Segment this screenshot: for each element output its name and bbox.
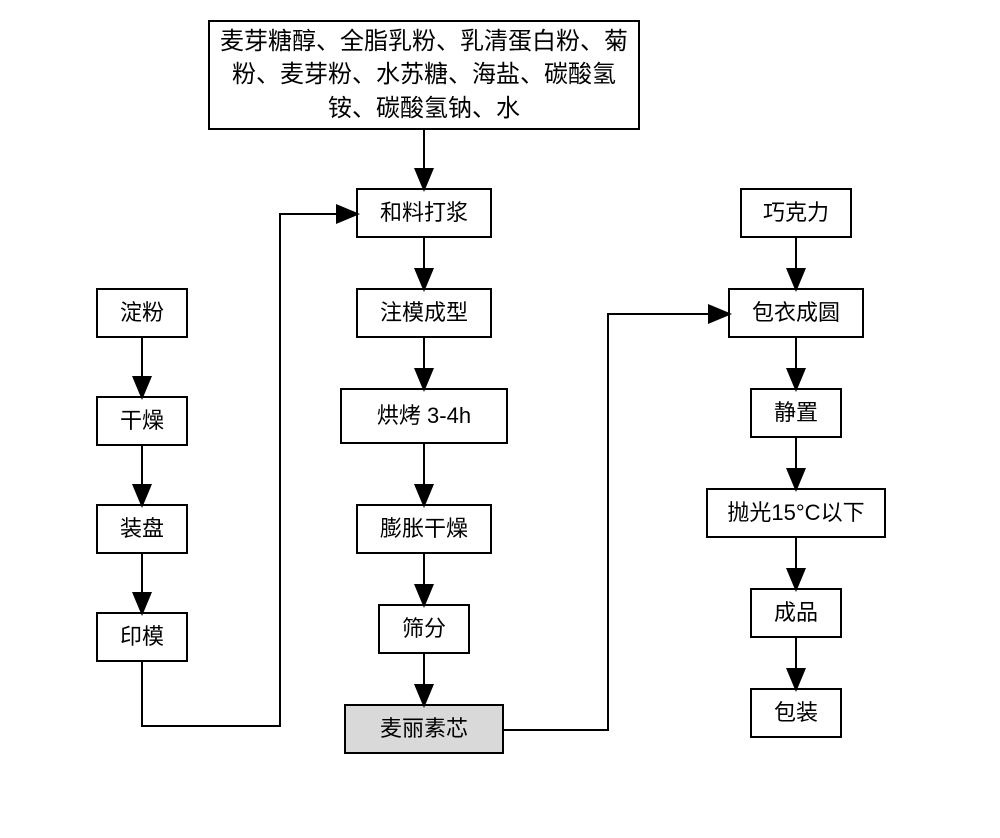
node-label: 印模 xyxy=(120,622,164,653)
node-label: 装盘 xyxy=(120,514,164,545)
node-label: 巧克力 xyxy=(763,198,829,229)
node-molding: 注模成型 xyxy=(356,288,492,338)
node-label: 干燥 xyxy=(120,406,164,437)
node-polish: 抛光15°C以下 xyxy=(706,488,886,538)
node-expand: 膨胀干燥 xyxy=(356,504,492,554)
node-dry: 干燥 xyxy=(96,396,188,446)
node-label: 麦丽素芯 xyxy=(380,714,468,745)
node-starch: 淀粉 xyxy=(96,288,188,338)
node-label: 筛分 xyxy=(402,614,446,645)
node-core: 麦丽素芯 xyxy=(344,704,504,754)
node-sieve: 筛分 xyxy=(378,604,470,654)
node-label: 包衣成圆 xyxy=(752,298,840,329)
node-stamp: 印模 xyxy=(96,612,188,662)
node-label: 烘烤 3-4h xyxy=(377,401,471,432)
node-choco: 巧克力 xyxy=(740,188,852,238)
node-label: 成品 xyxy=(774,598,818,629)
node-label: 麦芽糖醇、全脂乳粉、乳清蛋白粉、菊粉、麦芽粉、水苏糖、海盐、碳酸氢铵、碳酸氢钠、… xyxy=(218,25,630,126)
node-label: 包装 xyxy=(774,698,818,729)
node-coat: 包衣成圆 xyxy=(728,288,864,338)
node-label: 和料打浆 xyxy=(380,198,468,229)
node-rest: 静置 xyxy=(750,388,842,438)
node-tray: 装盘 xyxy=(96,504,188,554)
node-label: 淀粉 xyxy=(120,298,164,329)
node-mixing: 和料打浆 xyxy=(356,188,492,238)
node-label: 静置 xyxy=(774,398,818,429)
node-label: 注模成型 xyxy=(380,298,468,329)
node-ingredients: 麦芽糖醇、全脂乳粉、乳清蛋白粉、菊粉、麦芽粉、水苏糖、海盐、碳酸氢铵、碳酸氢钠、… xyxy=(208,20,640,130)
node-package: 包装 xyxy=(750,688,842,738)
node-label: 抛光15°C以下 xyxy=(727,498,864,529)
node-baking: 烘烤 3-4h xyxy=(340,388,508,444)
node-label: 膨胀干燥 xyxy=(380,514,468,545)
node-finished: 成品 xyxy=(750,588,842,638)
